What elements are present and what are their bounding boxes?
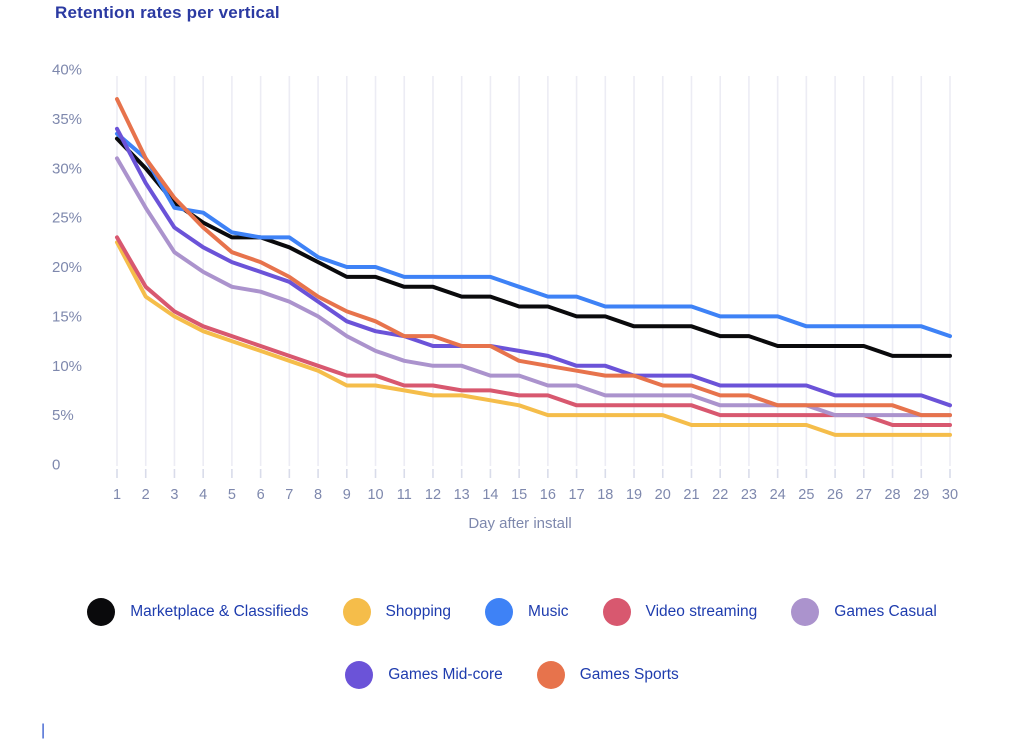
x-axis-tick-label: 5	[228, 487, 236, 503]
y-axis-tick-label: 25%	[52, 210, 82, 227]
x-axis-tick-label: 13	[454, 487, 470, 503]
x-axis-tick-label: 21	[683, 487, 699, 503]
x-axis-tick-label: 15	[511, 487, 527, 503]
x-axis-tick-label: 14	[482, 487, 498, 503]
x-axis-tick-label: 26	[827, 487, 843, 503]
legend-swatch	[342, 598, 371, 626]
series-line-shopping	[115, 240, 952, 437]
series-lines-group	[115, 97, 952, 437]
legend-label: Video streaming	[645, 603, 758, 620]
legend-row-2: Games Mid-core Games Sports	[0, 661, 1024, 689]
y-axis-tick-label: 5%	[52, 407, 74, 424]
x-axis-title: Day after install	[468, 515, 571, 532]
x-axis-tick-label: 16	[540, 487, 556, 503]
legend-label: Shopping	[385, 603, 452, 620]
y-axis-labels: 40% 35% 30% 25% 20% 15% 10% 5% 0	[52, 62, 82, 474]
y-axis-tick-label: 0	[52, 457, 60, 474]
x-axis-tick-label: 2	[142, 487, 150, 503]
series-line-games-casual	[115, 156, 952, 418]
legend-label: Marketplace & Classifieds	[130, 603, 309, 620]
series-line-games-sports	[115, 97, 952, 418]
x-axis-tick-label: 29	[913, 487, 929, 503]
x-axis-tick-label: 3	[170, 487, 178, 503]
x-axis-tick-label: 28	[884, 487, 900, 503]
footer-cursor-mark: |	[41, 722, 46, 739]
legend-row-1: Marketplace & Classifieds Shopping Music Vi…	[0, 598, 1024, 626]
x-axis-tick-label: 7	[285, 487, 293, 503]
legend-label: Games Sports	[579, 666, 679, 683]
legend-label: Games Casual	[834, 603, 937, 620]
retention-line-chart: 40%35%30%25%20%15%10%5%0 1 2 3 4 5 6 7 8 9 10 11 12…	[52, 62, 958, 533]
legend-swatch	[602, 598, 631, 626]
legend-item: Games Sports	[536, 661, 679, 689]
legend-swatch	[536, 661, 565, 689]
x-axis-tick-label: 10	[367, 487, 383, 503]
y-axis-tick-label: 40%	[52, 62, 82, 79]
x-axis-labels: 1 2 3 4 5 6 7 8 9 10 11 12 13 14 15 16 17 18 19 20 21 22 23 24 2…	[113, 487, 958, 503]
legend-item: Marketplace & Classifieds	[87, 598, 309, 626]
gridline-group	[116, 76, 951, 466]
x-axis-tick-label: 9	[343, 487, 351, 503]
series-line-video-streaming	[115, 235, 952, 427]
x-axis-tick-label: 27	[856, 487, 872, 503]
legend-swatch	[87, 598, 116, 626]
legend-item: Shopping	[342, 598, 452, 626]
x-axis-tick-label: 6	[257, 487, 265, 503]
legend-item: Games Mid-core	[345, 661, 503, 689]
series-line-marketplace-classifieds	[115, 136, 952, 358]
legend-item: Video streaming	[602, 598, 758, 626]
x-axis-tick-label: 8	[314, 487, 322, 503]
y-axis-tick-label: 20%	[52, 259, 82, 276]
y-axis-tick-label: 10%	[52, 358, 82, 375]
series-line-music	[115, 131, 952, 339]
chart-title: Retention rates per vertical	[55, 3, 280, 22]
y-axis-tick-label: 30%	[52, 160, 82, 177]
x-axis-tick-label: 25	[798, 487, 814, 503]
x-axis-tick-label: 18	[597, 487, 613, 503]
x-axis-tick-label: 19	[626, 487, 642, 503]
y-axis-tick-label: 15%	[52, 308, 82, 325]
x-axis-tick-label: 12	[425, 487, 441, 503]
x-axis-tick-label: 23	[741, 487, 757, 503]
legend-swatch	[791, 598, 820, 626]
x-axis-tick-label: 17	[569, 487, 585, 503]
x-axis-tick-label: 1	[113, 487, 121, 503]
legend-item: Music	[485, 598, 569, 626]
series-line-games-mid-core	[115, 126, 952, 408]
legend-label: Music	[528, 603, 569, 620]
legend-item: Games Casual	[791, 598, 937, 626]
tick-mark-group	[116, 469, 951, 478]
x-axis-tick-label: 24	[770, 487, 786, 503]
x-axis-tick-label: 20	[655, 487, 671, 503]
x-axis-tick-label: 30	[942, 487, 958, 503]
legend-swatch	[345, 661, 374, 689]
x-axis-tick-label: 11	[397, 487, 412, 503]
y-axis-tick-label: 35%	[52, 111, 82, 128]
legend-label: Games Mid-core	[388, 666, 503, 683]
x-axis-tick-label: 22	[712, 487, 728, 503]
x-axis-tick-label: 4	[199, 487, 207, 503]
legend-swatch	[485, 598, 514, 626]
